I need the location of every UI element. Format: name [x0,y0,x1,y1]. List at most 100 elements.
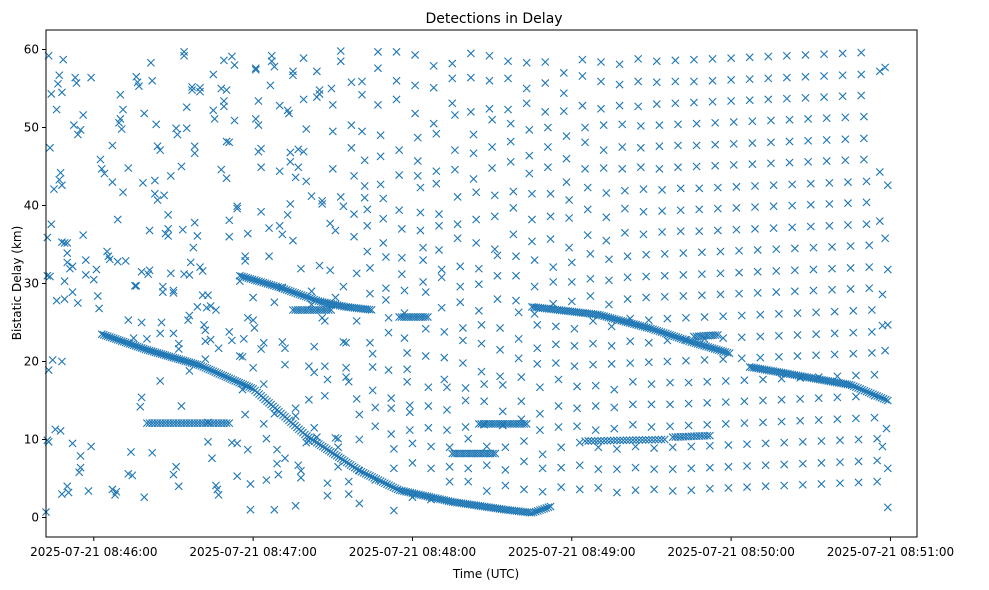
data-point [381,252,390,261]
data-point [284,286,293,295]
data-point [820,72,829,81]
x-tick-label: 2025-07-21 08:49:00 [508,545,635,559]
data-point [628,400,637,409]
data-point [219,56,228,65]
data-point [416,208,425,217]
data-point [411,81,420,90]
data-point [557,483,566,492]
data-point [687,486,696,495]
data-point [527,237,536,246]
data-point [230,116,239,125]
data-point [586,274,595,283]
data-point [380,479,389,488]
data-point [544,503,553,512]
data-point [156,329,165,338]
data-point [650,465,659,474]
data-point [397,253,406,262]
data-point [296,264,305,273]
data-point [334,462,343,471]
data-point [391,484,400,493]
data-point [729,118,738,127]
data-point [201,363,210,372]
data-point [403,348,412,357]
data-point [809,243,818,252]
data-point [551,340,560,349]
data-point [225,327,234,336]
data-point [267,57,276,66]
data-point [450,165,459,174]
data-point [597,436,605,445]
data-point [825,221,834,230]
data-point [583,205,592,214]
data-point [448,99,457,108]
data-point [671,77,680,86]
data-point [573,382,582,391]
data-point [249,293,258,302]
data-point [587,436,596,445]
data-point [586,291,595,300]
data-point [160,191,169,200]
y-axis-label: Bistatic Delay (km) [10,226,24,341]
data-point [535,426,544,435]
data-point [859,155,868,164]
data-point [403,365,412,374]
data-point [336,57,345,66]
data-point [225,419,234,428]
data-point [485,76,494,85]
data-point [405,426,414,435]
data-point [612,465,621,474]
data-point [719,312,728,321]
data-point [207,366,216,375]
data-point [806,200,815,209]
data-point [639,230,648,239]
data-point [229,376,238,385]
data-point [506,119,515,128]
data-point [93,291,102,300]
data-point [365,289,374,298]
data-point [854,457,863,466]
data-point [877,393,886,402]
data-point [482,461,491,470]
data-point [798,437,807,446]
data-point [307,192,316,201]
data-point [239,334,248,343]
data-point [219,102,228,111]
data-point [541,79,550,88]
data-point [442,426,451,435]
data-point [679,291,688,300]
data-point [185,270,194,279]
data-point [73,299,82,307]
data-point [846,284,855,293]
data-point [602,213,611,222]
data-point [711,161,720,170]
data-point [206,302,215,311]
data-point [527,215,536,224]
data-point [52,105,61,114]
data-point [512,296,521,305]
data-point [432,179,441,188]
data-point [676,206,685,215]
data-point [512,271,521,280]
data-point [493,295,502,304]
data-point [843,199,852,208]
data-point [246,479,255,488]
data-point [501,481,510,490]
data-point [281,344,289,353]
data-point [758,375,767,384]
data-point [565,196,574,205]
data-point [711,118,720,127]
data-point [626,337,635,346]
data-point [602,236,611,245]
data-point [395,146,404,155]
data-point [273,445,282,454]
data-point [782,51,791,60]
data-point [828,264,837,273]
data-point [838,92,847,101]
data-point [878,442,887,451]
data-point [288,236,297,245]
data-point [156,377,165,385]
data-point [490,212,499,221]
data-point [825,199,834,208]
data-point [522,99,531,108]
data-point [217,84,226,93]
